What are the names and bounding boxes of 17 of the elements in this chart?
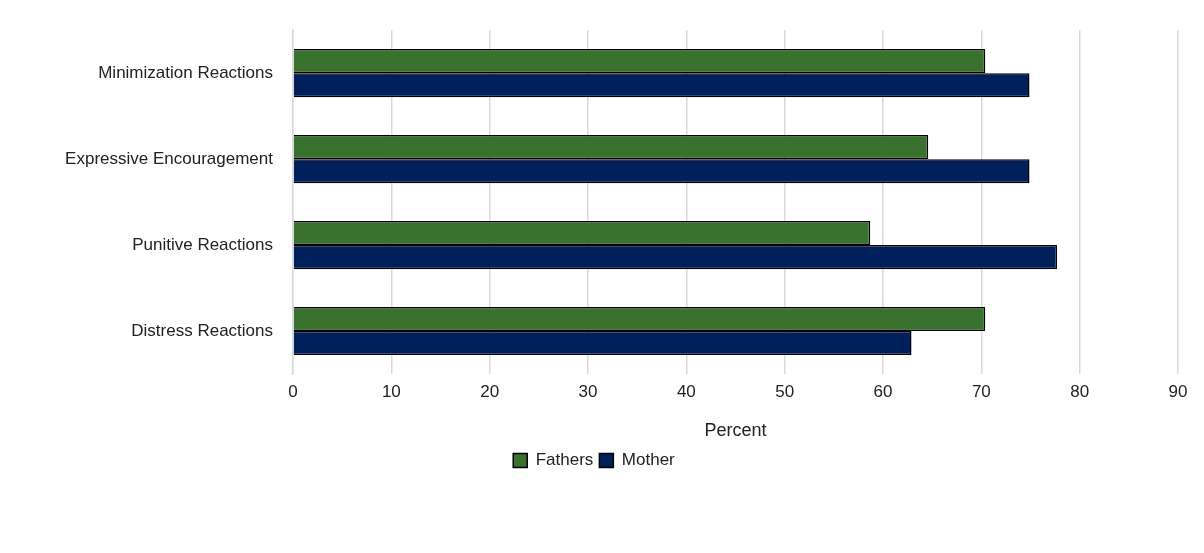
legend-label: Mother <box>621 450 676 470</box>
x-tick-label: 10 <box>381 381 401 401</box>
x-tick-label: 30 <box>578 381 598 401</box>
x-tick-label: 90 <box>1168 381 1188 401</box>
x-tick-label: 60 <box>873 381 893 401</box>
y-tick-label: Distress Reactions <box>131 320 273 340</box>
x-axis-title: Percent <box>704 420 767 441</box>
legend-label: Fathers <box>535 450 594 470</box>
x-tick-label: 80 <box>1070 381 1090 401</box>
x-tick-label: 50 <box>775 381 795 401</box>
x-tick-label: 40 <box>676 381 696 401</box>
y-tick-label: Minimization Reactions <box>98 62 273 82</box>
y-tick-label: Punitive Reactions <box>132 234 273 254</box>
x-tick-label: 20 <box>480 381 500 401</box>
x-tick-label: 0 <box>288 381 298 401</box>
x-tick-label: 70 <box>971 381 991 401</box>
y-tick-label: Expressive Encouragement <box>65 148 274 168</box>
